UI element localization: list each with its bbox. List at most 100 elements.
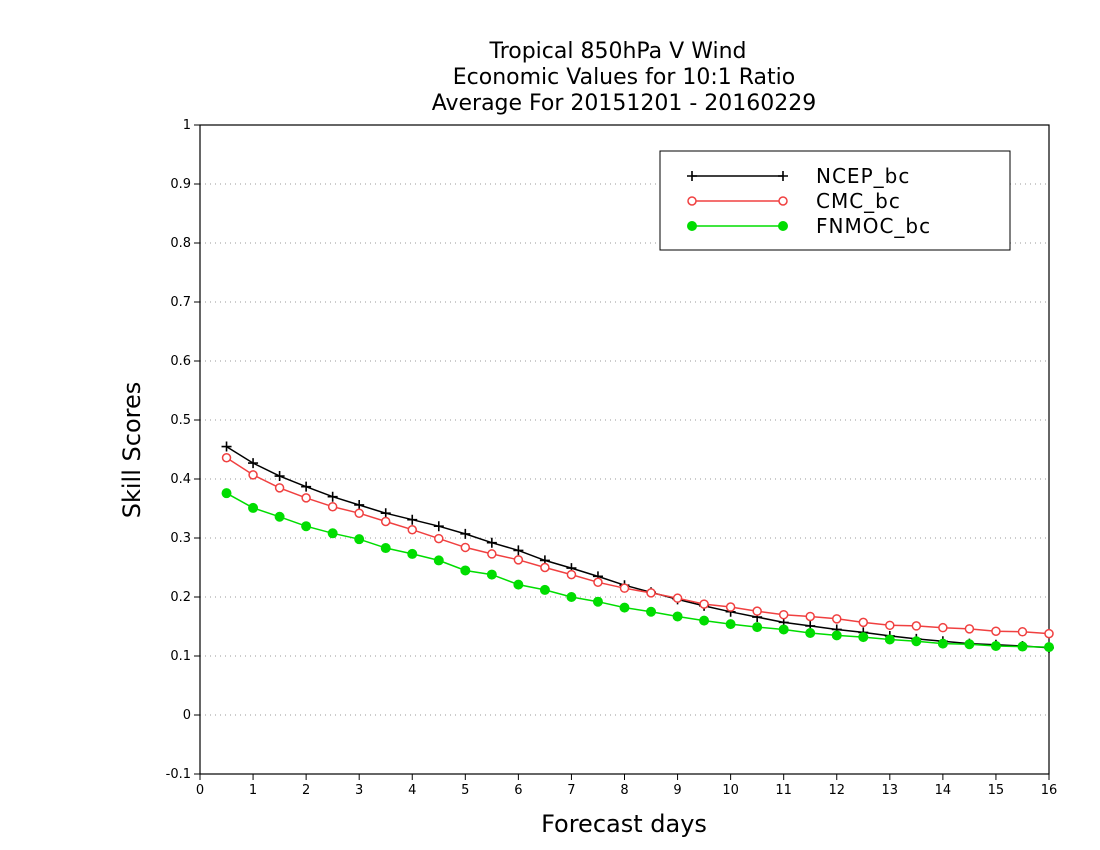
data-point-cmc-bc xyxy=(380,516,391,527)
series-line-cmc-bc xyxy=(226,457,1050,635)
data-point-fnmoc-bc xyxy=(592,596,603,607)
data-point-cmc-bc xyxy=(540,562,550,573)
data-point-cmc-bc xyxy=(434,533,444,544)
legend-label-cmc-bc: CMC_bc xyxy=(816,189,901,213)
data-point-fnmoc-bc xyxy=(990,640,1001,651)
data-point-ncep-bc xyxy=(221,441,232,452)
data-point-ncep-bc xyxy=(274,471,285,482)
x-tick-label: 9 xyxy=(673,783,681,798)
data-point-fnmoc-bc xyxy=(248,502,259,513)
x-axis-label: Forecast days xyxy=(541,810,707,838)
data-point-fnmoc-bc xyxy=(380,543,391,554)
y-tick-label: 1 xyxy=(183,118,191,133)
data-point-fnmoc-bc xyxy=(646,606,657,617)
data-point-cmc-bc xyxy=(407,524,417,535)
data-point-cmc-bc xyxy=(885,620,895,631)
data-point-fnmoc-bc xyxy=(884,634,895,645)
data-point-ncep-bc xyxy=(460,528,471,539)
y-tick-label: 0 xyxy=(183,708,191,723)
data-point-cmc-bc xyxy=(778,609,789,620)
legend-marker-ncep-bc xyxy=(778,171,788,181)
data-point-fnmoc-bc xyxy=(672,611,683,622)
data-point-cmc-bc xyxy=(248,470,258,480)
data-point-ncep-bc xyxy=(248,458,259,469)
data-point-ncep-bc xyxy=(380,508,391,519)
series-line-fnmoc-bc xyxy=(226,492,1050,648)
data-point-fnmoc-bc xyxy=(725,619,736,630)
data-point-cmc-bc xyxy=(911,621,922,631)
data-point-fnmoc-bc xyxy=(221,488,232,499)
data-point-cmc-bc xyxy=(354,508,364,518)
y-tick-label: 0.8 xyxy=(170,236,191,251)
data-point-fnmoc-bc xyxy=(858,632,869,643)
data-point-fnmoc-bc xyxy=(752,622,763,633)
x-tick-label: 11 xyxy=(775,783,792,798)
series-line-ncep-bc xyxy=(226,445,1050,649)
x-tick-label: 1 xyxy=(249,783,257,798)
legend-marker-fnmoc-bc xyxy=(778,221,788,231)
x-tick-label: 12 xyxy=(828,783,845,798)
y-tick-label: 0.7 xyxy=(170,295,191,310)
x-tick-label: 15 xyxy=(988,783,1005,798)
data-point-cmc-bc xyxy=(593,577,603,587)
series-ncep-bc xyxy=(221,441,1054,653)
data-point-fnmoc-bc xyxy=(937,638,948,649)
data-point-fnmoc-bc xyxy=(539,584,550,595)
y-tick-label: 0.2 xyxy=(170,590,191,605)
x-tick-label: 7 xyxy=(567,783,575,798)
data-point-fnmoc-bc xyxy=(407,548,418,559)
data-point-ncep-bc xyxy=(513,545,524,556)
data-point-cmc-bc xyxy=(646,588,656,598)
data-point-ncep-bc xyxy=(486,537,497,548)
data-point-fnmoc-bc xyxy=(274,511,285,522)
data-point-cmc-bc xyxy=(327,501,338,512)
x-tick-label: 14 xyxy=(935,783,952,798)
legend-entry-fnmoc-bc: FNMOC_bc xyxy=(687,214,931,238)
data-point-cmc-bc xyxy=(805,611,815,622)
y-tick-label: 0.1 xyxy=(170,649,191,664)
data-point-cmc-bc xyxy=(274,483,285,493)
chart-title-line-1: Tropical 850hPa V Wind xyxy=(488,39,746,64)
data-point-fnmoc-bc xyxy=(354,534,365,545)
data-point-fnmoc-bc xyxy=(619,602,630,613)
axis-ticks: -0.100.10.20.30.40.50.60.70.80.910 1 2 3 4 5 6… xyxy=(166,118,1058,798)
data-point-cmc-bc xyxy=(487,549,497,559)
data-point-fnmoc-bc xyxy=(433,555,444,566)
x-tick-label: 0 xyxy=(196,783,204,798)
data-point-fnmoc-bc xyxy=(831,630,842,641)
x-tick-label: 13 xyxy=(882,783,899,798)
data-point-cmc-bc xyxy=(566,569,577,580)
data-point-fnmoc-bc xyxy=(301,521,312,532)
x-tick-label: 3 xyxy=(355,783,363,798)
x-tick-label: 5 xyxy=(461,783,469,798)
grid-lines xyxy=(200,183,1049,716)
y-tick-label: 0.9 xyxy=(170,177,191,192)
data-point-cmc-bc xyxy=(991,626,1001,636)
data-point-fnmoc-bc xyxy=(699,615,710,626)
legend-entry-cmc-bc: CMC_bc xyxy=(687,189,901,213)
data-point-fnmoc-bc xyxy=(486,569,497,580)
legend-label-ncep-bc: NCEP_bc xyxy=(816,164,910,188)
data-point-ncep-bc xyxy=(407,514,418,525)
data-point-fnmoc-bc xyxy=(1044,642,1054,653)
data-point-fnmoc-bc xyxy=(327,528,338,539)
legend-label-fnmoc-bc: FNMOC_bc xyxy=(816,214,931,238)
data-point-cmc-bc xyxy=(858,617,869,628)
data-point-fnmoc-bc xyxy=(964,639,975,650)
data-point-fnmoc-bc xyxy=(460,565,471,576)
chart-title-line-3: Average For 20151201 - 20160229 xyxy=(432,91,817,116)
y-tick-label: 0.5 xyxy=(170,413,191,428)
x-tick-label: 10 xyxy=(722,783,739,798)
data-point-cmc-bc xyxy=(221,453,232,463)
x-tick-label: 6 xyxy=(514,783,522,798)
data-point-cmc-bc xyxy=(513,555,524,565)
data-point-cmc-bc xyxy=(752,606,762,616)
data-point-ncep-bc xyxy=(301,481,312,492)
data-point-cmc-bc xyxy=(619,583,630,593)
data-point-cmc-bc xyxy=(672,593,683,603)
legend-entry-ncep-bc: NCEP_bc xyxy=(687,164,910,188)
data-point-fnmoc-bc xyxy=(805,627,816,638)
data-point-cmc-bc xyxy=(699,599,709,609)
